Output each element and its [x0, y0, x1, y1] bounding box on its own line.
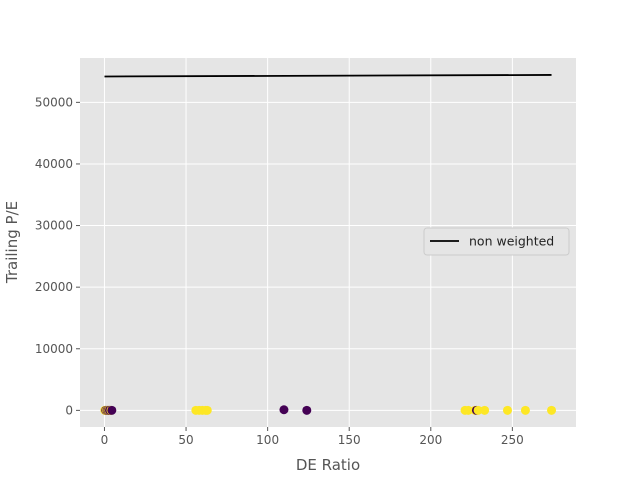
y-tick-label: 30000	[35, 219, 73, 233]
scatter-point	[279, 405, 289, 415]
legend-box	[423, 227, 570, 256]
x-tick-label: 200	[419, 433, 442, 447]
y-tick-label: 10000	[35, 342, 73, 356]
line-series-layer	[104, 74, 552, 78]
y-tick-label: 20000	[35, 280, 73, 294]
y-tick-label: 0	[65, 403, 73, 417]
x-tick-label: 50	[178, 433, 193, 447]
scatter-points-layer	[100, 405, 557, 415]
y-axis-label: Trailing P/E	[3, 201, 21, 284]
line-non-weighted	[104, 74, 552, 78]
scatter-point	[202, 405, 212, 415]
x-tick-label: 150	[338, 433, 361, 447]
y-tick-label: 50000	[35, 95, 73, 109]
x-axis-label: DE Ratio	[296, 456, 360, 474]
legend-label-non-weighted: non weighted	[469, 234, 554, 249]
scatter-point	[502, 405, 512, 415]
x-tick-label: 250	[501, 433, 524, 447]
scatter-point	[480, 405, 490, 415]
y-tick-label: 40000	[35, 157, 73, 171]
grid-lines	[80, 58, 576, 427]
axis-ticks: 0 50 100 150 200 250 0 10000 20000 30000 40000 5000…	[35, 95, 524, 447]
scatter-point	[302, 405, 312, 415]
x-tick-label: 100	[256, 433, 279, 447]
legend: non weighted	[423, 227, 570, 256]
scatter-point	[463, 405, 473, 415]
scatter-point	[520, 405, 530, 415]
x-tick-label: 0	[101, 433, 109, 447]
scatter-point	[107, 405, 117, 415]
scatter-point	[473, 405, 483, 415]
scatter-point	[547, 405, 557, 415]
